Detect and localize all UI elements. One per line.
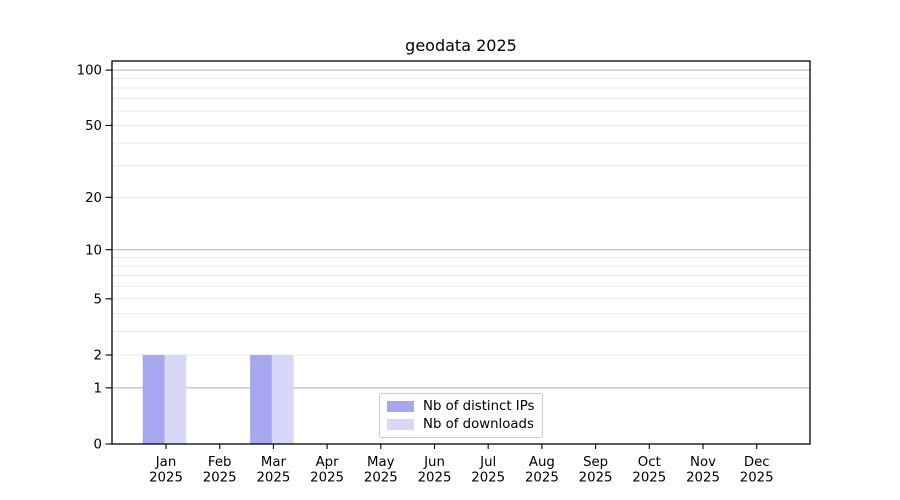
- bar-nb-of-downloads-mar: [271, 354, 294, 444]
- y-tick-label: 2: [94, 349, 102, 364]
- y-tick-label: 20: [85, 191, 102, 206]
- x-tick-label-sep: Sep 2025: [579, 455, 613, 486]
- bar-nb-of-distinct-ips-jan: [142, 354, 165, 444]
- x-tick-label-jun: Jun 2025: [418, 455, 452, 486]
- y-tick-label: 100: [77, 64, 102, 79]
- y-tick-label: 50: [85, 119, 102, 134]
- y-tick-label: 10: [85, 243, 102, 258]
- x-tick-label-nov: Nov 2025: [686, 455, 720, 486]
- x-tick-label-may: May 2025: [364, 455, 398, 486]
- chart-title: geodata 2025: [405, 36, 517, 55]
- legend-label-downloads: Nb of downloads: [423, 417, 534, 433]
- x-tick-label-apr: Apr 2025: [310, 455, 344, 486]
- plot-border: [111, 60, 811, 445]
- x-tick-label-feb: Feb 2025: [203, 455, 237, 486]
- bar-nb-of-downloads-jan: [164, 354, 187, 444]
- legend: Nb of distinct IPs Nb of downloads: [379, 393, 543, 438]
- x-tick-label-jan: Jan 2025: [149, 455, 183, 486]
- x-tick-label-oct: Oct 2025: [632, 455, 666, 486]
- x-tick-label-dec: Dec 2025: [740, 455, 774, 486]
- y-tick-label: 1: [94, 381, 102, 396]
- y-tick-label: 0: [94, 438, 102, 453]
- x-tick-label-mar: Mar 2025: [256, 455, 290, 486]
- legend-item-downloads: Nb of downloads: [387, 416, 535, 434]
- y-tick-label: 5: [94, 292, 102, 307]
- x-tick-label-jul: Jul 2025: [471, 455, 505, 486]
- x-tick-label-aug: Aug 2025: [525, 455, 559, 486]
- legend-label-distinct-ips: Nb of distinct IPs: [423, 398, 535, 414]
- legend-item-distinct-ips: Nb of distinct IPs: [387, 397, 535, 415]
- bar-nb-of-distinct-ips-mar: [250, 354, 272, 444]
- legend-swatch-downloads: [387, 419, 414, 431]
- legend-swatch-distinct-ips: [387, 400, 414, 412]
